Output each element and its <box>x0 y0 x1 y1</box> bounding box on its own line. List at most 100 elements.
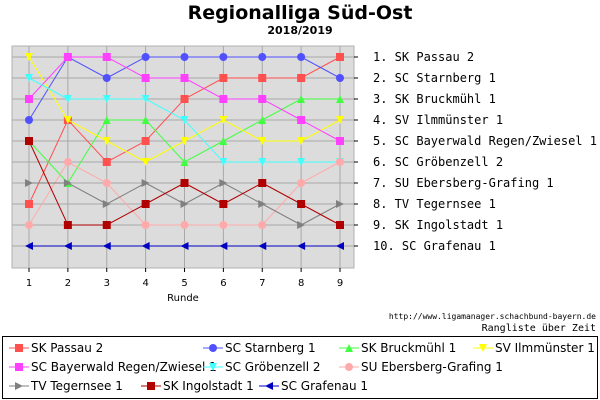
data-point <box>180 116 189 124</box>
rank-label: 6. SC Gröbenzell 2 <box>373 155 503 169</box>
data-point <box>297 242 306 250</box>
data-point <box>297 221 306 229</box>
data-point <box>63 116 72 124</box>
data-point <box>258 116 267 124</box>
data-point <box>25 116 33 124</box>
legend-swatch <box>203 363 223 371</box>
legend-swatch <box>141 382 161 390</box>
data-point <box>336 200 344 208</box>
data-point <box>25 95 33 103</box>
data-point <box>219 116 228 124</box>
data-point <box>258 95 267 103</box>
data-point <box>336 53 344 61</box>
rank-label: 3. SK Bruckmühl 1 <box>373 92 496 106</box>
chart-title: Regionalliga Süd-Ost <box>187 2 413 24</box>
data-point <box>141 242 150 250</box>
data-point <box>258 200 267 208</box>
data-point <box>258 158 267 166</box>
data-point <box>141 179 150 187</box>
legend-label: SK Ingolstadt 1 <box>163 379 254 393</box>
data-point <box>258 221 267 229</box>
legend-swatch <box>9 344 29 352</box>
series-10 <box>25 242 344 250</box>
x-tick-label: 8 <box>298 278 304 289</box>
series-8 <box>25 179 344 229</box>
data-point <box>102 116 111 124</box>
legend-label: SK Bruckmühl 1 <box>361 341 457 355</box>
x-tick-label: 4 <box>142 278 148 289</box>
legend-label: SV Ilmmünster 1 <box>495 341 595 355</box>
data-point <box>258 137 267 145</box>
data-point <box>25 221 33 229</box>
data-point <box>63 221 72 229</box>
legend-label: SC Bayerwald Regen/Zwiesel 1 <box>31 360 217 374</box>
rank-label: 10. SC Grafenau 1 <box>373 239 496 253</box>
data-point <box>297 179 306 187</box>
rank-label: 1. SK Passau 2 <box>373 50 474 64</box>
data-point <box>102 242 111 250</box>
data-point <box>297 95 306 103</box>
legend-swatch <box>259 382 279 390</box>
data-point <box>141 221 150 229</box>
data-point <box>180 137 189 145</box>
legend-swatch <box>339 363 359 371</box>
chart-caption: Rangliste über Zeit <box>481 323 596 334</box>
legend-label: SC Grafenau 1 <box>281 379 369 393</box>
data-point <box>297 116 306 124</box>
legend-swatch <box>9 363 29 371</box>
data-point <box>25 74 33 82</box>
legend-label: SK Passau 2 <box>31 341 104 355</box>
data-point <box>219 158 228 166</box>
rank-label: 5. SC Bayerwald Regen/Zwiesel 1 <box>373 134 597 148</box>
data-point <box>336 95 344 103</box>
data-point <box>141 200 150 208</box>
series-layer <box>25 53 344 250</box>
data-point <box>102 200 111 208</box>
data-point <box>258 179 267 187</box>
data-point <box>219 242 228 250</box>
data-point <box>336 158 344 166</box>
data-point <box>141 95 150 103</box>
data-point <box>141 137 150 145</box>
data-point <box>63 158 72 166</box>
data-point <box>180 95 189 103</box>
data-point <box>102 95 111 103</box>
rank-label: 2. SC Starnberg 1 <box>373 71 496 85</box>
data-point <box>297 158 306 166</box>
data-point <box>180 221 189 229</box>
data-point <box>297 74 306 82</box>
legend-label: TV Tegernsee 1 <box>31 379 123 393</box>
axis-ticks: 1 2 3 4 5 6 7 8 9 1. SK Passau 2 2. SC Starnberg 1… <box>26 50 597 289</box>
x-tick-label: 9 <box>337 278 343 289</box>
data-point <box>25 179 33 187</box>
data-point <box>63 179 72 187</box>
x-tick-label: 7 <box>259 278 265 289</box>
data-point <box>63 95 72 103</box>
data-point <box>258 242 267 250</box>
x-axis-label: Runde <box>167 293 199 304</box>
data-point <box>102 137 111 145</box>
x-tick-label: 2 <box>65 278 71 289</box>
data-point <box>336 116 344 124</box>
data-point <box>102 74 111 82</box>
data-point <box>336 221 344 229</box>
data-point <box>63 53 72 61</box>
data-point <box>180 242 189 250</box>
rank-label: 4. SV Ilmmünster 1 <box>373 113 503 127</box>
data-point <box>219 200 228 208</box>
x-tick-label: 1 <box>26 278 32 289</box>
data-point <box>219 137 228 145</box>
data-point <box>219 221 228 229</box>
data-point <box>180 200 189 208</box>
data-point <box>297 53 306 61</box>
data-point <box>297 137 306 145</box>
plot-area <box>11 45 355 269</box>
data-point <box>336 242 344 250</box>
data-point <box>141 74 150 82</box>
data-point <box>25 137 33 145</box>
x-tick-label: 6 <box>220 278 226 289</box>
data-point <box>297 200 306 208</box>
data-point <box>25 242 33 250</box>
data-point <box>141 53 150 61</box>
data-point <box>336 74 344 82</box>
